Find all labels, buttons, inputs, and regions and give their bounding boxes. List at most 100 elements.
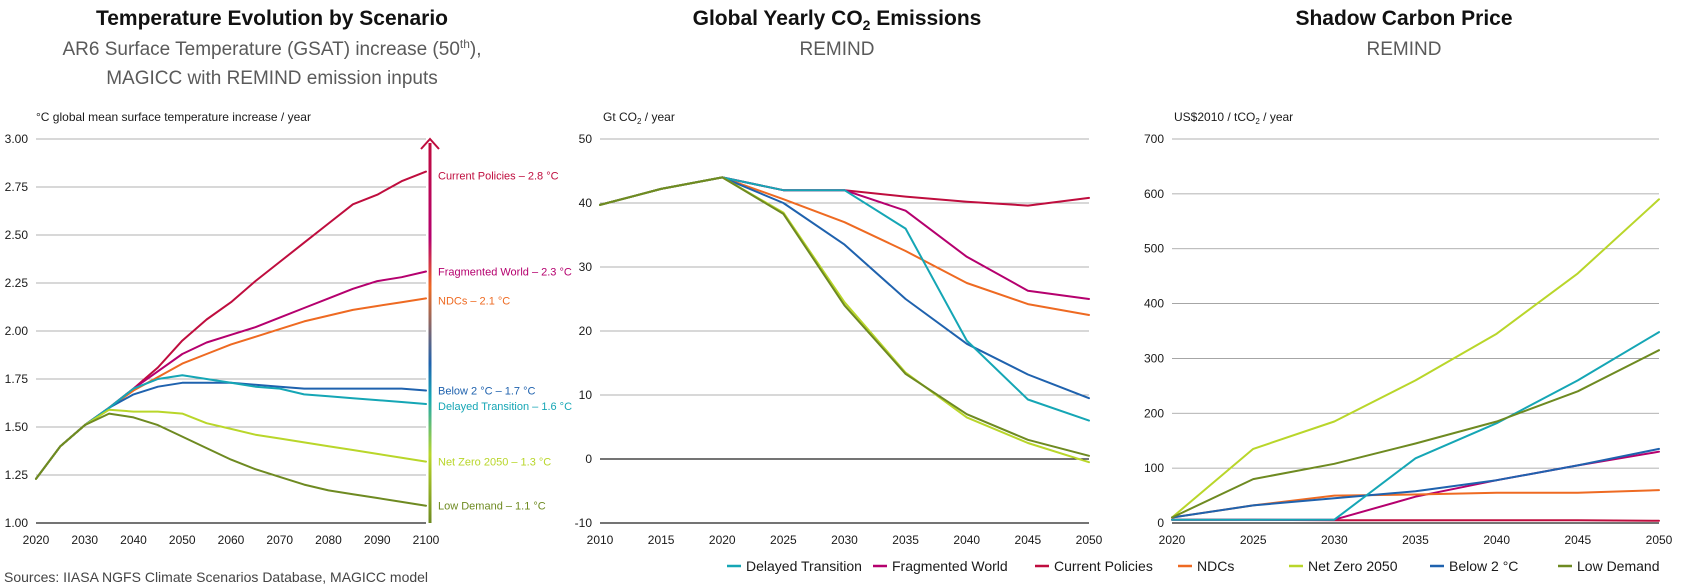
x-tick-label: 2100: [413, 533, 440, 547]
legend-item-ndcs: NDCs: [1197, 558, 1234, 574]
temperature-chart-subtitle-line-1: AR6 Surface Temperature (GSAT) increase …: [62, 37, 481, 60]
price-y-label-main: US$2010 / tCO: [1174, 110, 1255, 124]
series-line-current-policies: [599, 176, 1090, 207]
x-tick-label: 2045: [1015, 533, 1042, 547]
co2-title-subscript: 2: [863, 17, 871, 33]
x-tick-label: 2040: [953, 533, 980, 547]
end-label-net-zero-2050: Net Zero 2050 – 1.3 °C: [438, 457, 551, 469]
co2-title-main: Global Yearly CO: [693, 7, 863, 30]
legend: Delayed Transition Fragmented World Curren…: [727, 558, 1660, 574]
y-tick-label: -10: [575, 516, 593, 530]
end-label-below-2-degc: Below 2 °C – 1.7 °C: [438, 386, 536, 398]
co2-chart-subtitle: REMIND: [800, 39, 875, 60]
co2-chart-panel: Global Yearly CO2 Emissions REMIND Gt CO…: [575, 7, 1103, 547]
temperature-plot-area: 1.00 1.25 1.50 1.75 2.00 2.25 2.50 2.75 3.00 2020…: [5, 132, 572, 547]
legend-item-current-policies: Current Policies: [1054, 558, 1153, 574]
y-tick-label: 500: [1144, 242, 1164, 256]
series-line-low-demand: [1171, 349, 1660, 519]
x-tick-label: 2020: [709, 533, 736, 547]
y-tick-label: 400: [1144, 297, 1164, 311]
y-tick-label: 1.25: [5, 468, 29, 482]
carbon-price-chart-title: Shadow Carbon Price: [1295, 7, 1512, 30]
end-label-fragmented-world: Fragmented World – 2.3 °C: [438, 266, 572, 278]
y-tick-label: 0: [585, 452, 592, 466]
carbon-price-plot-area: 0 100 200 300 400 500 600 700 2020 2025 2030 2035 20…: [1144, 132, 1673, 547]
series-line-net-zero-2050: [1171, 198, 1660, 519]
y-tick-label: 200: [1144, 406, 1164, 420]
legend-item-fragmented-world: Fragmented World: [892, 558, 1008, 574]
x-tick-label: 2030: [831, 533, 858, 547]
y-tick-label: 30: [579, 260, 593, 274]
co2-chart-title: Global Yearly CO2 Emissions: [693, 7, 982, 33]
co2-title-end: Emissions: [870, 7, 981, 30]
y-tick-label: 600: [1144, 187, 1164, 201]
x-tick-label: 2025: [770, 533, 797, 547]
x-tick-label: 2030: [1321, 533, 1348, 547]
x-tick-label: 2050: [1076, 533, 1103, 547]
y-tick-label: 3.00: [5, 132, 29, 146]
price-y-label-end: / year: [1260, 110, 1293, 124]
y-tick-label: 1.00: [5, 516, 29, 530]
x-tick-label: 2010: [587, 533, 614, 547]
price-y-label-subscript: 2: [1255, 117, 1260, 126]
x-tick-label: 2040: [120, 533, 147, 547]
y-tick-label: 2.75: [5, 180, 29, 194]
carbon-price-y-axis-label: US$2010 / tCO2 / year: [1174, 110, 1293, 126]
x-tick-label: 2070: [266, 533, 293, 547]
x-tick-label: 2080: [315, 533, 342, 547]
x-tick-label: 2035: [1402, 533, 1429, 547]
temperature-chart-title: Temperature Evolution by Scenario: [96, 7, 448, 30]
series-line-net-zero-2050: [599, 176, 1090, 464]
series-line-below-2-degc: [1171, 447, 1660, 519]
x-tick-label: 2030: [71, 533, 98, 547]
co2-y-label-subscript: 2: [637, 117, 642, 126]
legend-item-net-zero-2050: Net Zero 2050: [1308, 558, 1398, 574]
series-line-below-2-degc: [599, 176, 1090, 400]
co2-y-label-main: Gt CO: [603, 110, 637, 124]
series-line-delayed-transition: [1171, 331, 1660, 521]
temperature-range-arrow: [428, 143, 432, 523]
x-tick-label: 2045: [1564, 533, 1591, 547]
series-line-fragmented-world: [599, 176, 1090, 300]
y-tick-label: 2.25: [5, 276, 29, 290]
y-tick-label: 2.00: [5, 324, 29, 338]
x-tick-label: 2015: [648, 533, 675, 547]
series-line-delayed-transition: [35, 374, 427, 480]
temperature-chart-subtitle-line-2: MAGICC with REMIND emission inputs: [106, 68, 438, 89]
x-tick-label: 2025: [1240, 533, 1267, 547]
co2-y-label-end: / year: [641, 110, 674, 124]
legend-item-low-demand: Low Demand: [1577, 558, 1660, 574]
y-tick-label: 0: [1157, 516, 1164, 530]
y-tick-label: 1.50: [5, 420, 29, 434]
x-tick-label: 2040: [1483, 533, 1510, 547]
series-line-current-policies: [35, 170, 427, 480]
carbon-price-chart-subtitle: REMIND: [1367, 39, 1442, 60]
end-label-low-demand: Low Demand – 1.1 °C: [438, 501, 546, 513]
end-label-ndcs: NDCs – 2.1 °C: [438, 295, 510, 307]
x-tick-label: 2035: [892, 533, 919, 547]
y-tick-label: 300: [1144, 351, 1164, 365]
x-tick-label: 2020: [1159, 533, 1186, 547]
series-line-low-demand: [599, 176, 1090, 457]
series-line-ndcs: [599, 176, 1090, 316]
x-tick-label: 2020: [23, 533, 50, 547]
x-tick-label: 2050: [1646, 533, 1673, 547]
series-line-net-zero-2050: [35, 408, 427, 480]
end-label-delayed-transition: Delayed Transition – 1.6 °C: [438, 401, 572, 413]
legend-item-delayed-transition: Delayed Transition: [746, 558, 862, 574]
series-line-fragmented-world: [1171, 450, 1660, 521]
series-line-low-demand: [35, 412, 427, 507]
y-tick-label: 2.50: [5, 228, 29, 242]
y-tick-label: 1.75: [5, 372, 29, 386]
y-tick-label: 40: [579, 196, 593, 210]
y-tick-label: 700: [1144, 132, 1164, 146]
temperature-chart-panel: Temperature Evolution by Scenario AR6 Su…: [5, 7, 572, 547]
y-tick-label: 100: [1144, 461, 1164, 475]
series-line-ndcs: [1171, 489, 1660, 519]
y-tick-label: 10: [579, 388, 593, 402]
carbon-price-chart-panel: Shadow Carbon Price REMIND US$2010 / tCO…: [1144, 7, 1673, 547]
y-tick-label: 20: [579, 324, 593, 338]
arrow-head-icon: [420, 137, 440, 150]
